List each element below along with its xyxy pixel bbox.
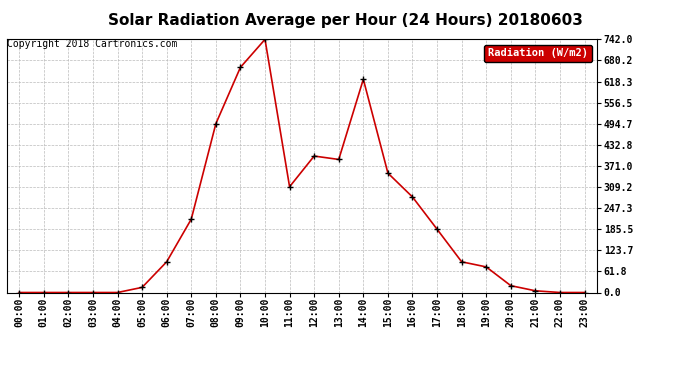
Legend: Radiation (W/m2): Radiation (W/m2) xyxy=(484,45,591,62)
Text: Solar Radiation Average per Hour (24 Hours) 20180603: Solar Radiation Average per Hour (24 Hou… xyxy=(108,13,582,28)
Text: Copyright 2018 Cartronics.com: Copyright 2018 Cartronics.com xyxy=(7,39,177,50)
